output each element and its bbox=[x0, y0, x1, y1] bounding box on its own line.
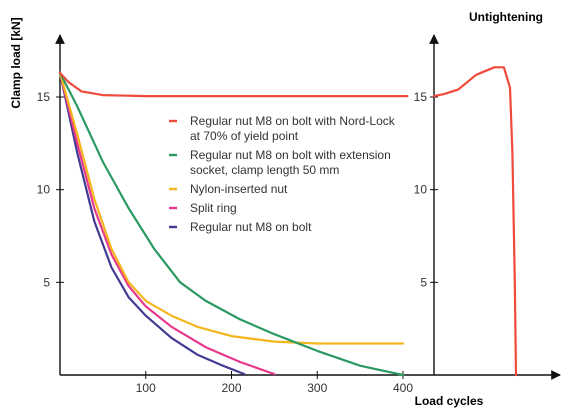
x-tick-label: 200 bbox=[221, 381, 241, 395]
legend-label-line: Regular nut M8 on bolt with Nord-Lock bbox=[190, 114, 396, 128]
legend-label-line: Regular nut M8 on bolt with extension bbox=[190, 148, 391, 162]
y-tick-label: 5 bbox=[43, 275, 50, 289]
series-layer bbox=[58, 66, 518, 377]
series-line-3 bbox=[58, 71, 276, 376]
y-tick-label: 15 bbox=[37, 90, 51, 104]
legend-label-line: socket, clamp length 50 mm bbox=[190, 163, 339, 177]
legend-label-line: at 70% of yield point bbox=[190, 129, 299, 143]
series-line-2 bbox=[58, 71, 405, 345]
right-y-tick-label: 5 bbox=[420, 275, 427, 289]
legend-label-line: Regular nut M8 on bolt bbox=[190, 220, 312, 234]
series-line-4 bbox=[58, 71, 246, 376]
right-y-tick-label: 15 bbox=[414, 90, 428, 104]
legend-label-2: Nylon-inserted nut bbox=[190, 182, 288, 196]
series-line-1 bbox=[58, 71, 405, 377]
y-tick-label: 10 bbox=[37, 183, 51, 197]
untightening-panel-title: Untightening bbox=[469, 10, 543, 24]
legend-label-1: Regular nut M8 on bolt with extension soc… bbox=[190, 148, 391, 177]
series-line-0 bbox=[58, 71, 409, 98]
untightening-line bbox=[432, 66, 518, 377]
x-tick-label: 300 bbox=[307, 381, 327, 395]
right-y-tick-label: 10 bbox=[414, 183, 428, 197]
axes-layer: 5 10 15 5 10 15 100 200 300 400 bbox=[37, 34, 561, 395]
legend-label-4: Regular nut M8 on bolt bbox=[190, 220, 312, 234]
legend: Regular nut M8 on bolt with Nord-Lock at … bbox=[169, 114, 396, 234]
legend-label-line: Split ring bbox=[190, 201, 237, 215]
x-tick-label: 100 bbox=[136, 381, 156, 395]
legend-label-3: Split ring bbox=[190, 201, 237, 215]
legend-label-0: Regular nut M8 on bolt with Nord-Lock at … bbox=[190, 114, 396, 143]
legend-label-line: Nylon-inserted nut bbox=[190, 182, 288, 196]
y-axis-title: Clamp load [kN] bbox=[9, 17, 23, 108]
x-axis-title: Load cycles bbox=[415, 394, 484, 408]
x-tick-label: 400 bbox=[393, 381, 413, 395]
